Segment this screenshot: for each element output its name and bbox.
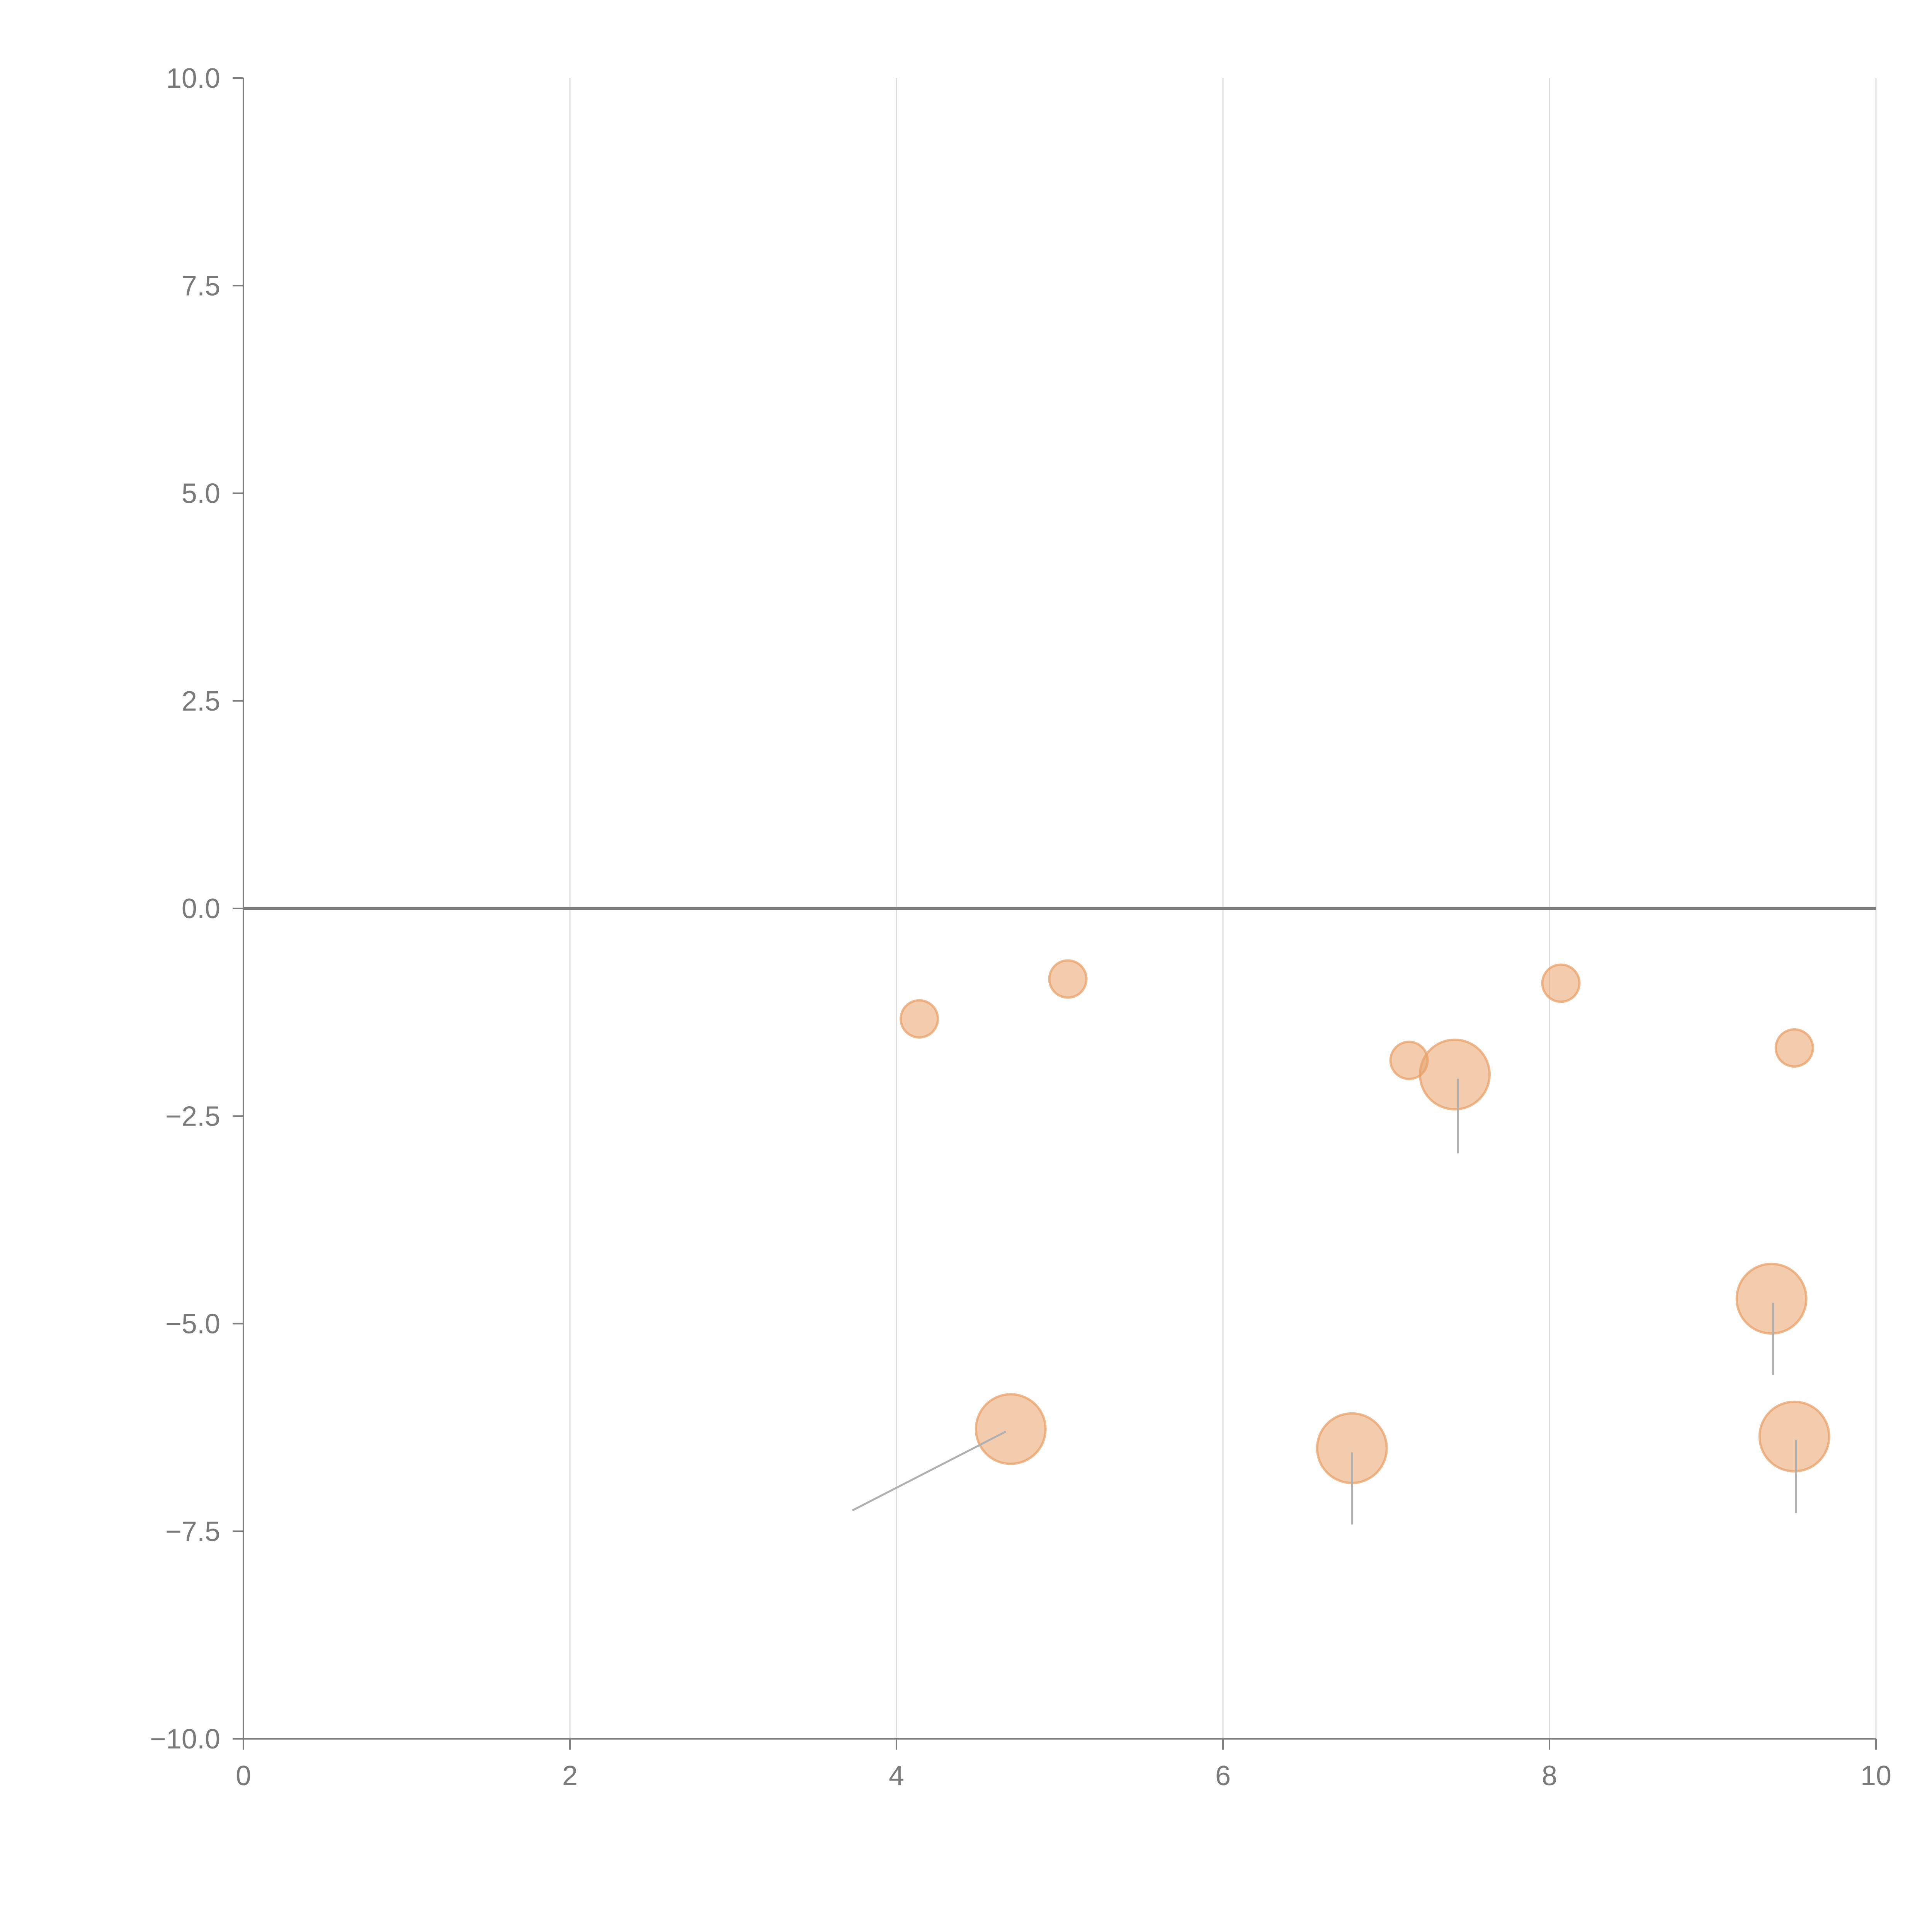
x-tick-label: 2 (562, 1760, 578, 1791)
y-tick-label: 2.5 (182, 686, 220, 717)
ticks-layer: 0 2 4 6 8 10 10.0 7.5 5.0 2.5 0.0 −2.5 −5.0 −7.5 −10.0 (150, 63, 1891, 1791)
points-layer (900, 959, 1830, 1484)
y-tick-label: −10.0 (150, 1724, 220, 1755)
y-tick-label: −7.5 (165, 1516, 220, 1547)
y-tick-label: 0.0 (182, 893, 220, 924)
x-tick-label: 4 (889, 1760, 904, 1791)
data-point (1758, 1400, 1830, 1473)
y-tick-label: 10.0 (166, 63, 220, 94)
y-tick-label: −5.0 (165, 1309, 220, 1340)
x-tick-label: 0 (236, 1760, 251, 1791)
x-tick-label: 10 (1861, 1760, 1891, 1791)
y-tick-label: 5.0 (182, 478, 220, 509)
data-point (1541, 963, 1581, 1003)
data-point (975, 1393, 1047, 1465)
data-point (1418, 1038, 1491, 1111)
data-point (1735, 1263, 1808, 1335)
y-tick-label: −2.5 (165, 1101, 220, 1132)
label-leader-line (852, 1430, 1007, 1512)
x-tick-label: 6 (1215, 1760, 1231, 1791)
data-point (1774, 1028, 1814, 1068)
data-point (1048, 959, 1088, 999)
leader-layer (852, 1078, 1797, 1525)
x-tick-label: 8 (1542, 1760, 1557, 1791)
data-point (900, 999, 939, 1039)
y-tick-label: 7.5 (182, 270, 220, 301)
